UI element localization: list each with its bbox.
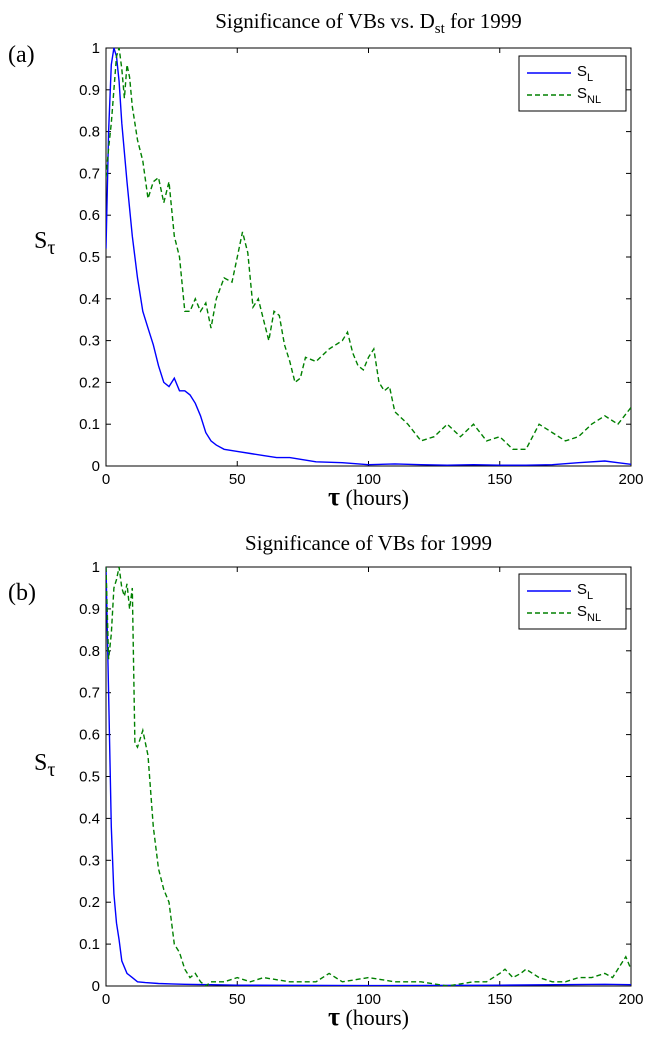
y-tick-label: 0.7 [79, 685, 100, 702]
y-axis-label: Sτ [34, 228, 55, 259]
y-tick-label: 0.2 [79, 374, 100, 391]
panel-b: Significance of VBs for 1999 (b) 0 50 100 150… [8, 531, 644, 1031]
y-axis-label-main: S [34, 750, 47, 776]
y-tick-label: 0.6 [79, 727, 100, 744]
y-tick-label: 0.4 [79, 810, 100, 827]
x-tick-label: 200 [618, 991, 643, 1008]
x-tick-label: 50 [229, 991, 246, 1008]
y-tick-label: 1 [92, 40, 100, 57]
panel-label: (a) [8, 42, 35, 68]
y-tick-label: 0.6 [79, 207, 100, 224]
chart-title-tail: for 1999 [445, 9, 522, 33]
x-axis-label-symbol: τ [328, 1002, 340, 1031]
x-axis-label: τ (hours) [328, 1002, 409, 1031]
chart-title-main: Significance of VBs for 1999 [245, 531, 492, 555]
x-tick-label: 100 [356, 991, 381, 1008]
y-tick-label: 0.7 [79, 165, 100, 182]
chart-title: Significance of VBs vs. Dst for 1999 [215, 9, 522, 37]
legend-entry-label: SNL [577, 603, 601, 624]
x-tick-label: 0 [102, 991, 110, 1008]
x-tick-label: 200 [618, 471, 643, 488]
x-tick-label: 0 [102, 471, 110, 488]
panel-label: (b) [8, 580, 36, 606]
series-line-s-nl [106, 47, 631, 450]
y-axis-label: Sτ [34, 750, 55, 781]
y-tick-label: 1 [92, 559, 100, 576]
x-tick-label: 100 [356, 471, 381, 488]
y-axis-label-subscript: τ [47, 237, 55, 259]
y-tick-label: 0.5 [79, 769, 100, 786]
legend-entry-label: SNL [577, 85, 601, 106]
x-tick-label: 150 [487, 991, 512, 1008]
y-tick-label: 0 [92, 458, 100, 475]
x-tick-label: 50 [229, 471, 246, 488]
x-axis-label-symbol: τ [328, 482, 340, 511]
y-tick-label: 0.5 [79, 249, 100, 266]
x-axis-label: τ (hours) [328, 482, 409, 511]
y-tick-label: 0.4 [79, 291, 100, 308]
series-line-s-l [106, 47, 631, 466]
y-axis-label-subscript: τ [47, 759, 55, 781]
legend-box [518, 573, 627, 630]
series-line-s-nl [106, 566, 631, 986]
series-line-s-l [106, 566, 631, 986]
chart-title: Significance of VBs for 1999 [245, 531, 492, 555]
y-tick-label: 0.1 [79, 416, 100, 433]
y-tick-label: 0.3 [79, 852, 100, 869]
legend-box [518, 55, 627, 112]
chart-title-subscript: st [435, 21, 446, 37]
y-tick-label: 0.1 [79, 936, 100, 953]
y-tick-label: 0.8 [79, 643, 100, 660]
x-tick-label: 150 [487, 471, 512, 488]
legend-entry-label: SL [577, 581, 593, 602]
chart-title-main: Significance of VBs vs. D [215, 9, 435, 33]
y-tick-label: 0.9 [79, 82, 100, 99]
panel-a: Significance of VBs vs. Dst for 1999 (a) 0… [8, 9, 644, 511]
axes-box [105, 566, 632, 987]
x-axis-label-text: (hours) [340, 1005, 409, 1030]
y-tick-label: 0.3 [79, 333, 100, 350]
legend-entry-label: SL [577, 63, 593, 84]
x-axis-label-text: (hours) [340, 485, 409, 510]
y-tick-label: 0 [92, 978, 100, 995]
y-tick-label: 0.9 [79, 601, 100, 618]
y-tick-label: 0.8 [79, 124, 100, 141]
y-axis-label-main: S [34, 228, 47, 254]
y-tick-label: 0.2 [79, 894, 100, 911]
